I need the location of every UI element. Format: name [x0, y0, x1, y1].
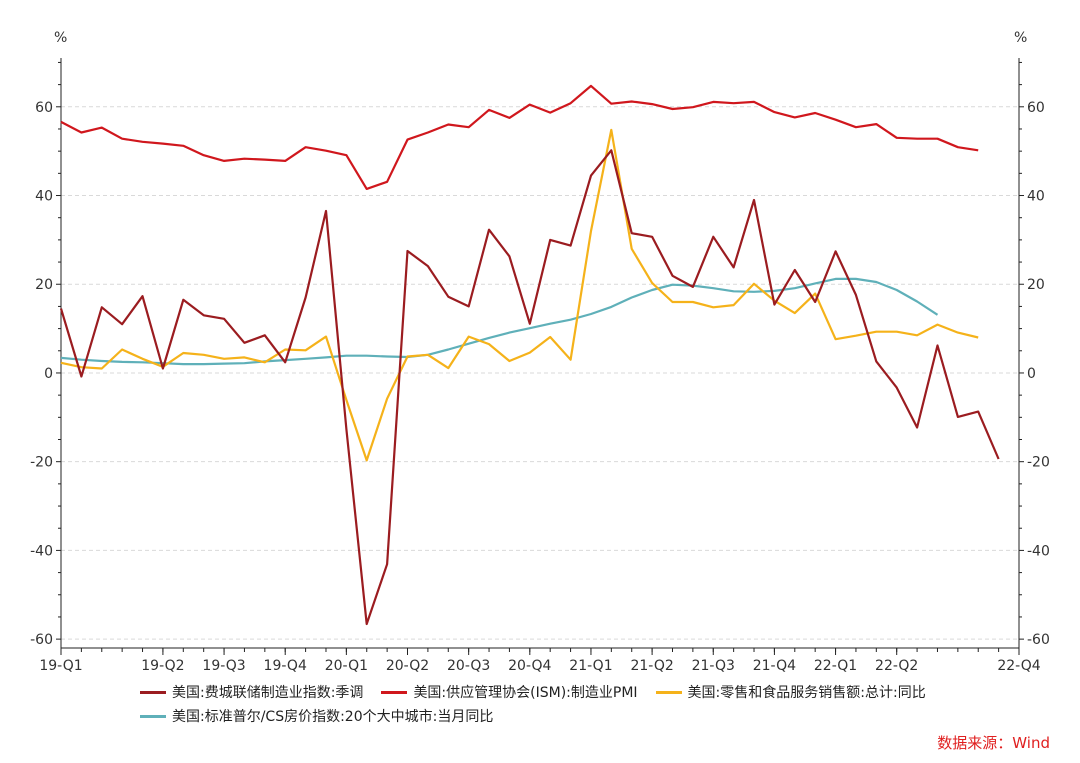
- x-tick-label: 20-Q4: [508, 658, 551, 674]
- legend-swatch: [655, 690, 682, 694]
- left-y-tick-label: 60: [35, 100, 53, 116]
- x-tick-label: 21-Q1: [569, 658, 612, 674]
- legend-item: 美国:供应管理协会(ISM):制造业PMI: [381, 682, 638, 702]
- x-tick-label: 22-Q2: [875, 658, 918, 674]
- legend-label: 美国:标准普尔/CS房价指数:20个大中城市:当月同比: [172, 709, 494, 725]
- legend-label: 美国:零售和食品服务销售额:总计:同比: [687, 685, 926, 701]
- right-y-tick-label: -40: [1027, 543, 1050, 559]
- right-y-tick-label: 0: [1027, 366, 1036, 382]
- x-tick-label: 21-Q4: [753, 658, 796, 674]
- x-tick-label: 22-Q4: [997, 658, 1040, 674]
- left-y-tick-label: -60: [30, 632, 53, 648]
- series-line-1: [60, 84, 979, 190]
- right-y-tick-label: 40: [1027, 189, 1045, 205]
- legend: 美国:费城联储制造业指数:季调 美国:供应管理协会(ISM):制造业PMI 美国:零…: [140, 680, 1040, 728]
- legend-row: 美国:费城联储制造业指数:季调 美国:供应管理协会(ISM):制造业PMI 美国:零…: [140, 680, 1040, 704]
- axes: % %: [54, 30, 1027, 649]
- gridlines: [61, 106, 1019, 640]
- x-tick-label: 20-Q2: [386, 658, 429, 674]
- left-y-tick-label: 40: [35, 189, 53, 205]
- chart: % % -60 -60 -40 -40 -20 -20 0 0 20 20 40 40 60 60 19-Q…: [30, 30, 1050, 674]
- legend-swatch: [140, 690, 166, 694]
- legend-swatch: [381, 690, 408, 694]
- legend-label: 美国:供应管理协会(ISM):制造业PMI: [413, 685, 638, 701]
- x-tick-label: 21-Q2: [630, 658, 673, 674]
- right-axis-unit: %: [1014, 30, 1027, 46]
- left-axis-unit: %: [54, 30, 67, 46]
- left-y-tick-label: 20: [35, 277, 53, 293]
- legend-item: 美国:零售和食品服务销售额:总计:同比: [655, 682, 926, 702]
- x-tick-label: 19-Q1: [39, 658, 82, 674]
- x-tick-label: 20-Q3: [447, 658, 490, 674]
- series-lines: [59, 84, 1000, 626]
- series-line-0: [59, 149, 1000, 626]
- legend-row: 美国:标准普尔/CS房价指数:20个大中城市:当月同比: [140, 704, 1040, 728]
- right-y-tick-label: 60: [1027, 100, 1045, 116]
- left-y-tick-label: 0: [44, 366, 53, 382]
- tick-labels: -60 -60 -40 -40 -20 -20 0 0 20 20 40 40 60 60 19-Q1 19-…: [30, 61, 1050, 674]
- x-tick-label: 20-Q1: [325, 658, 368, 674]
- left-y-tick-label: -40: [30, 543, 53, 559]
- legend-swatch: [140, 714, 166, 718]
- source-note: 数据来源：Wind: [937, 734, 1050, 752]
- x-tick-label: 21-Q3: [692, 658, 735, 674]
- x-tick-label: 19-Q2: [141, 658, 184, 674]
- right-y-tick-label: -20: [1027, 455, 1050, 471]
- series-line-2: [60, 128, 979, 462]
- left-y-tick-label: -20: [30, 455, 53, 471]
- right-y-tick-label: 20: [1027, 277, 1045, 293]
- legend-item: 美国:费城联储制造业指数:季调: [140, 682, 363, 702]
- x-tick-label: 19-Q4: [264, 658, 307, 674]
- x-tick-label: 22-Q1: [814, 658, 857, 674]
- series-line-3: [60, 277, 939, 366]
- right-y-tick-label: -60: [1027, 632, 1050, 648]
- x-tick-label: 19-Q3: [202, 658, 245, 674]
- legend-label: 美国:费城联储制造业指数:季调: [172, 685, 364, 701]
- legend-item: 美国:标准普尔/CS房价指数:20个大中城市:当月同比: [140, 706, 493, 726]
